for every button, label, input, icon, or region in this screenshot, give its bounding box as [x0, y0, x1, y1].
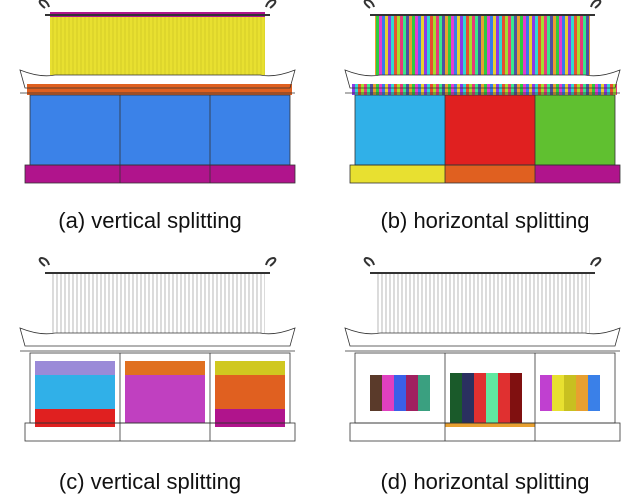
caption: (a) vertical splitting	[58, 208, 241, 233]
caption: (b) horizontal splitting	[380, 208, 589, 233]
caption: (c) vertical splitting	[59, 469, 241, 494]
panel-c	[20, 258, 295, 441]
panel-d	[345, 258, 620, 441]
figure: (a) vertical splitting (b) horizontal sp…	[0, 0, 631, 502]
panel-b	[345, 0, 620, 183]
panel-a	[20, 0, 295, 183]
caption: (d) horizontal splitting	[380, 469, 589, 494]
